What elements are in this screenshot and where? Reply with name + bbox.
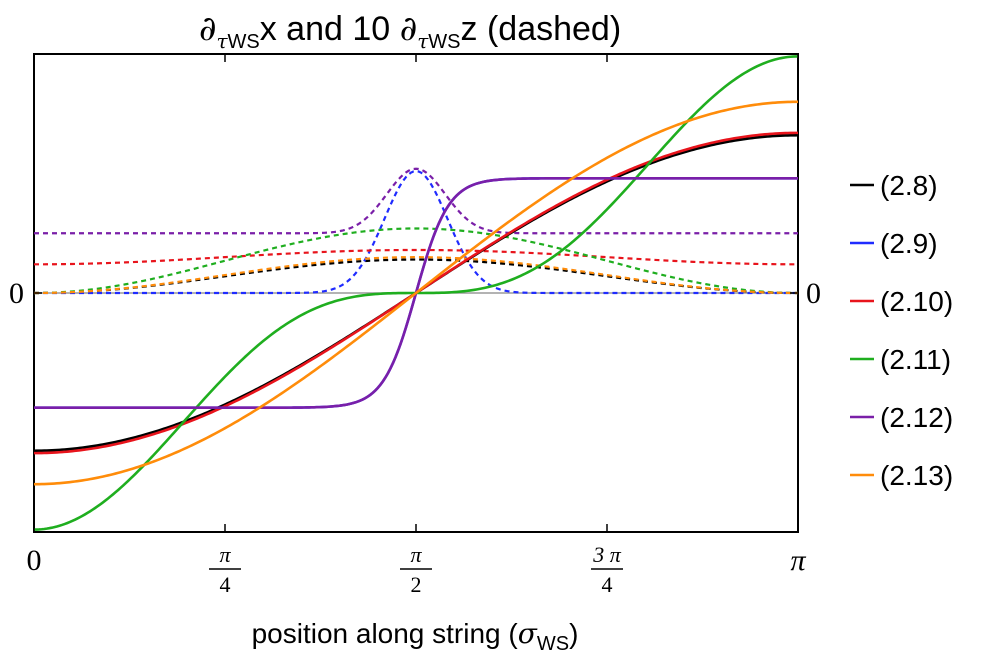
x-axis-label-main: position along string ( [252, 618, 519, 649]
title-partial-1: ∂ [199, 9, 217, 49]
title-sub-3: τ [417, 29, 429, 53]
x-tick-label-den-2: 2 [411, 572, 422, 597]
legend-label-2: (2.10) [880, 286, 953, 317]
x-axis-label-sigma: σ [518, 617, 538, 650]
x-axis-label-close: ) [569, 618, 578, 649]
dashed-series-5 [34, 256, 798, 295]
title-sub-4: WS [428, 31, 460, 53]
legend-label-0: (2.8) [880, 170, 938, 201]
legend-label-4: (2.12) [880, 402, 953, 433]
tick-labels: 0 π 4 π 2 3 π 4 π 0 0 [9, 277, 821, 597]
x-tick-label-num-3: 3 π [592, 542, 622, 567]
x-tick-label-0: 0 [27, 544, 42, 577]
x-tick-label-den-1: 4 [220, 572, 231, 597]
dashed-series-2 [34, 248, 798, 266]
dashed-series-4 [34, 167, 798, 235]
x-tick-label-4: π [790, 544, 806, 577]
title-sub-2: WS [228, 31, 260, 53]
x-tick-label-num-2: π [410, 542, 422, 567]
x-tick-label-num-1: π [219, 542, 231, 567]
legend-label-5: (2.13) [880, 460, 953, 491]
title-sub-1: τ [216, 29, 228, 53]
dashed-series-3 [34, 227, 798, 295]
y-tick-label-right-0: 0 [806, 277, 821, 310]
chart-title: ∂τWSx and 10 ∂τWSz (dashed) [199, 9, 621, 53]
x-axis-label: position along string (σWS) [252, 617, 579, 655]
legend-label-1: (2.9) [880, 228, 938, 259]
x-axis-label-sub: WS [537, 633, 569, 655]
y-tick-label-left-0: 0 [9, 277, 24, 310]
legend: (2.8) (2.9) (2.10) (2.11) (2.12) (2.13) [850, 170, 953, 491]
tick-marks [33, 54, 799, 532]
solid-series-5 [34, 100, 798, 486]
title-mid: x and 10 [260, 10, 400, 48]
title-partial-2: ∂ [400, 9, 418, 49]
x-tick-label-den-3: 4 [602, 572, 613, 597]
curves [34, 55, 798, 531]
dashed-series-0 [34, 258, 798, 295]
svg-text:∂τWSx and 10 ∂τWSz (dashed): ∂τWSx and 10 ∂τWSz (dashed) [199, 9, 621, 53]
legend-label-3: (2.11) [880, 344, 951, 375]
dashed-series-1 [34, 169, 798, 295]
title-suffix: z (dashed) [461, 10, 622, 48]
